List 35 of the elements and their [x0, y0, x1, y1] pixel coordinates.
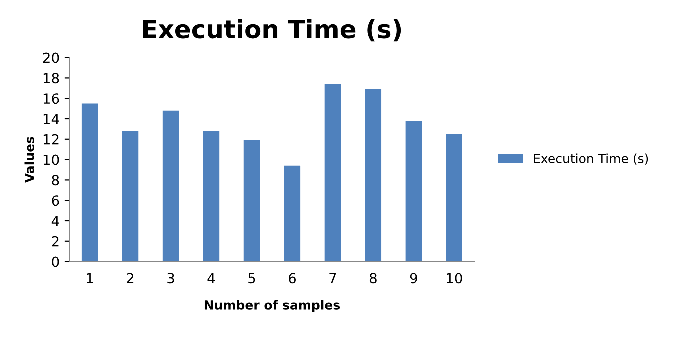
y-tick-label: 10: [44, 154, 60, 166]
y-axis-title: Values: [24, 137, 34, 183]
y-tick-label: 8: [52, 175, 60, 186]
y-tick-label: 4: [52, 216, 60, 226]
legend-label: Execution Time (s): [534, 154, 648, 165]
x-tick-label: 7: [330, 273, 336, 284]
chart-title: Execution Time (s): [143, 19, 402, 42]
bar: [244, 140, 260, 262]
bar: [406, 121, 422, 262]
x-tick-label: 2: [127, 273, 134, 284]
y-tick-label: 14: [44, 114, 60, 124]
y-tick-label: 6: [52, 196, 60, 206]
y-tick-label: 16: [44, 94, 60, 104]
x-tick-label: 10: [447, 273, 462, 284]
y-tick-label: 20: [43, 52, 60, 64]
bar: [162, 110, 180, 262]
x-tick-label: 8: [370, 273, 377, 284]
y-tick-label: 12: [44, 134, 59, 145]
bar: [203, 131, 220, 262]
bar: [122, 131, 139, 262]
bar: [324, 84, 342, 262]
x-tick-label: 9: [410, 273, 418, 284]
bar: [284, 166, 301, 262]
bar: [446, 134, 462, 262]
x-tick-label: 3: [168, 273, 174, 284]
x-axis-title: Number of samples: [204, 300, 340, 312]
x-tick-label: 4: [208, 273, 216, 284]
y-tick-label: 18: [44, 73, 60, 84]
y-tick-label: 0: [52, 256, 60, 268]
x-tick-label: 6: [289, 273, 296, 284]
x-tick-label: 5: [248, 273, 256, 284]
y-tick-label: 2: [52, 236, 59, 247]
x-tick-label: 1: [87, 273, 94, 284]
bar: [365, 89, 382, 262]
bar: [82, 104, 98, 262]
